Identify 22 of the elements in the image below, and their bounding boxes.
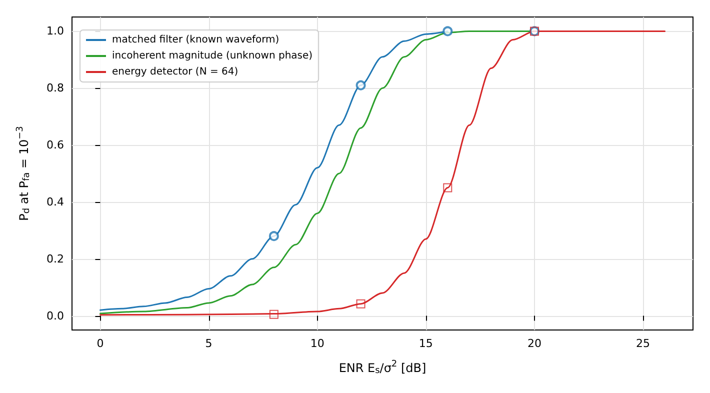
point [356,299,366,308]
legend-label: incoherent magnitude (unknown phase) [112,50,313,62]
y-tick-label: 0.4 [46,195,64,208]
y-tick-label: 0.2 [46,252,64,266]
x-tick-label: 0 [96,337,104,350]
y-axis-title: Pd at Pfa = 10−3 [16,126,32,221]
y-tick-label: 0.0 [46,309,64,322]
y-tick-label: 0.8 [46,82,64,95]
x-tick-label: 10 [310,337,324,350]
point [443,183,452,192]
y-tick-label: 1.0 [46,24,64,38]
point [356,80,366,90]
point [269,310,278,319]
point [268,231,279,242]
x-tick-label: 15 [418,337,433,350]
x-tick-label: 25 [636,337,650,350]
y-tick-label: 0.6 [46,138,64,152]
x-tick-label: 20 [527,337,542,350]
legend-label: matched filter (known waveform) [112,34,280,46]
legend-label: energy detector (N = 64) [112,66,238,78]
x-tick-label: 5 [205,337,212,350]
point [442,26,453,36]
